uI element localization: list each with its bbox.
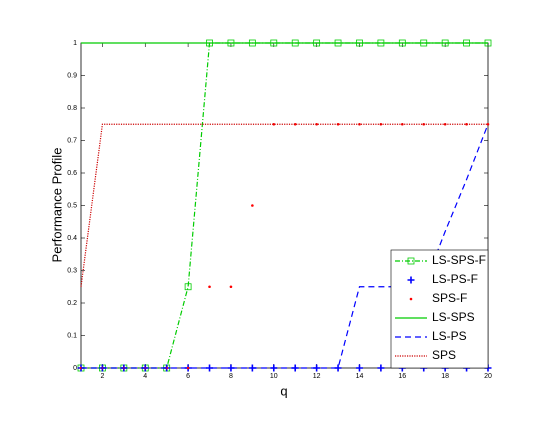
x-tick-label: 4 — [143, 373, 147, 380]
legend-marker — [407, 257, 415, 265]
legend-label: LS-PS — [432, 329, 467, 343]
marker — [272, 122, 276, 126]
x-tick-label: 8 — [229, 373, 233, 380]
marker — [293, 122, 297, 126]
marker — [208, 285, 211, 289]
marker — [251, 204, 254, 207]
marker — [355, 364, 363, 372]
y-tick-label: 0.5 — [67, 202, 77, 209]
x-tick-label: 20 — [484, 373, 492, 380]
x-tick-label: 10 — [270, 373, 278, 380]
y-tick-label: 0.3 — [67, 267, 77, 274]
legend-marker — [409, 297, 413, 301]
y-tick-label: 0.2 — [67, 300, 77, 307]
y-axis-label: Performance Profile — [49, 148, 64, 263]
legend-label: SPS — [432, 348, 456, 362]
legend-box — [390, 249, 489, 369]
x-tick-label: 18 — [441, 373, 449, 380]
series-line — [81, 42, 488, 369]
x-tick-label: 6 — [186, 373, 190, 380]
y-tick-label: 1 — [73, 40, 77, 47]
marker — [315, 122, 318, 126]
legend-label: LS-SPS-F — [432, 253, 486, 267]
marker — [184, 283, 192, 291]
marker — [377, 364, 385, 372]
legend-label: SPS-F — [432, 291, 467, 305]
y-tick-label: 0.4 — [67, 235, 77, 242]
legend-label: LS-SPS — [432, 310, 475, 324]
x-tick-label: 2 — [100, 373, 104, 380]
legend-marker — [407, 276, 415, 284]
x-tick-label: 14 — [356, 373, 364, 380]
legend-label: LS-PS-F — [432, 272, 478, 286]
x-tick-label: 16 — [398, 373, 406, 380]
y-tick-label: 0.6 — [67, 170, 77, 177]
series-line — [80, 123, 488, 287]
y-tick-label: 0 — [73, 365, 77, 372]
marker — [229, 285, 233, 289]
y-tick-label: 0.8 — [67, 105, 77, 112]
x-tick-label: 12 — [313, 373, 321, 380]
x-axis-label: q — [280, 383, 287, 398]
marker — [186, 366, 190, 370]
y-tick-label: 0.1 — [67, 332, 77, 339]
y-tick-label: 0.7 — [67, 137, 77, 144]
y-tick-label: 0.9 — [67, 72, 77, 79]
